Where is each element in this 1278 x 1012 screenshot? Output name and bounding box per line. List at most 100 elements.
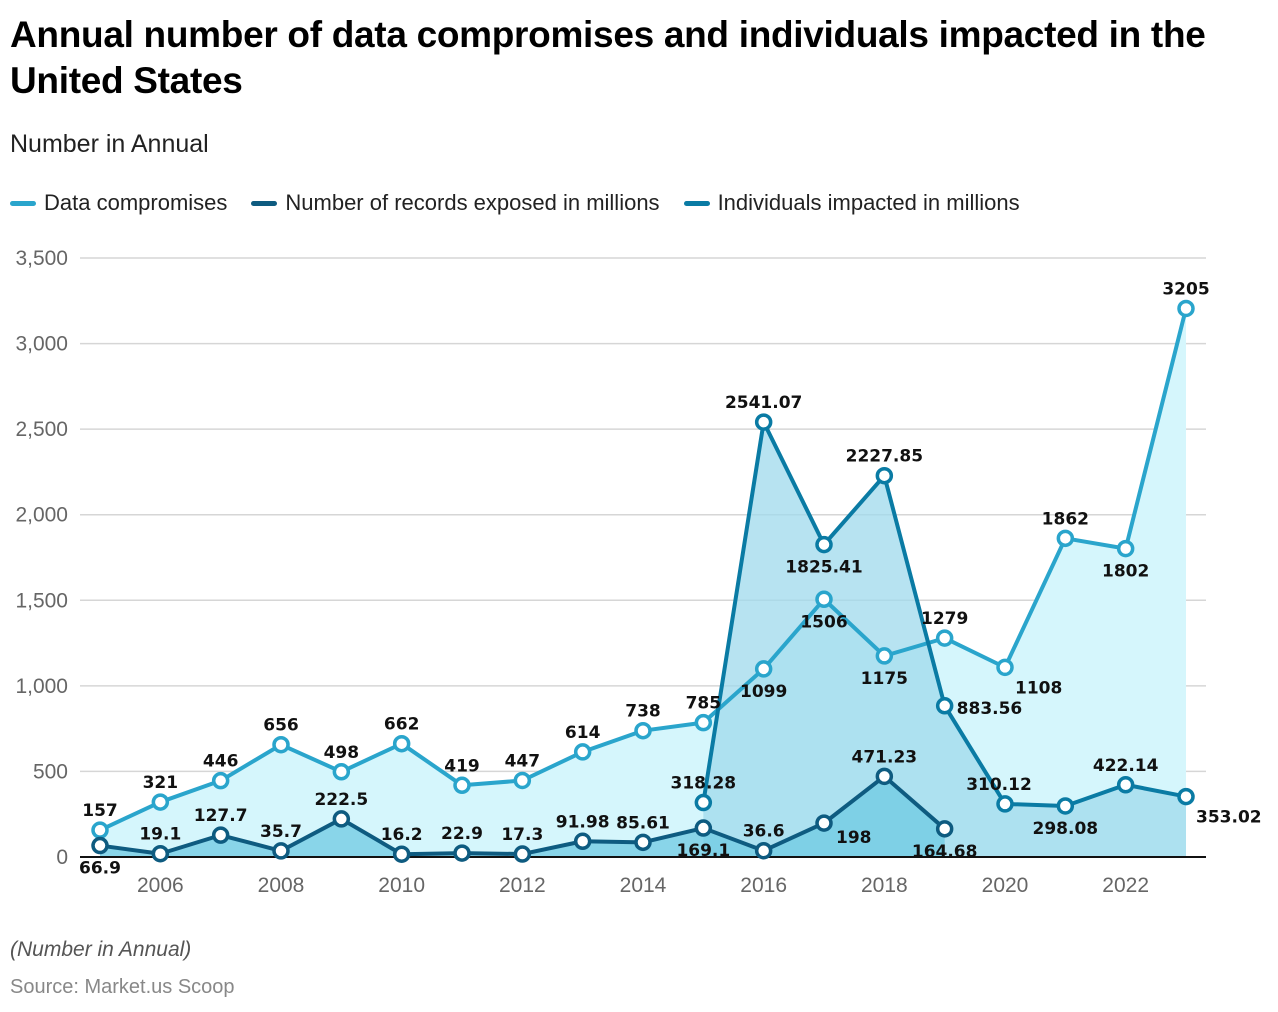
data-point [1056, 529, 1075, 548]
data-point [211, 771, 230, 790]
data-label: 446 [203, 752, 239, 772]
data-point [694, 793, 713, 812]
data-label: 66.9 [79, 859, 121, 879]
data-label: 157 [82, 801, 118, 821]
legend-item-records-exposed[interactable]: Number of records exposed in millions [251, 190, 660, 216]
y-tick-label: 0 [56, 846, 68, 869]
data-point [513, 771, 532, 790]
data-point [573, 832, 592, 851]
y-axis-ticks: 0 500 1,000 1,500 2,000 2,500 3,000 3,500 [15, 247, 68, 869]
legend-label: Individuals impacted in millions [717, 190, 1020, 215]
data-point [91, 821, 109, 839]
data-point [453, 844, 471, 862]
y-tick-label: 1,500 [15, 589, 68, 612]
data-label: 19.1 [139, 825, 181, 845]
data-point [875, 767, 894, 786]
x-tick-label: 2008 [258, 874, 305, 897]
data-point [1177, 299, 1195, 318]
data-label: 419 [444, 756, 480, 776]
data-label: 471.23 [852, 747, 918, 767]
data-point [754, 660, 773, 678]
data-point [1177, 787, 1195, 806]
data-point [151, 844, 170, 863]
data-label: 127.7 [194, 806, 248, 826]
data-point [513, 845, 532, 863]
gridlines [80, 257, 1206, 773]
data-label: 2227.85 [846, 447, 923, 467]
legend-item-data-compromises[interactable]: Data compromises [10, 190, 227, 216]
series-area [703, 422, 1186, 857]
data-point [935, 629, 954, 647]
series-points [91, 299, 1195, 863]
data-point [272, 735, 290, 754]
data-label: 1108 [1015, 678, 1062, 698]
data-label: 16.2 [381, 825, 423, 845]
legend-label: Data compromises [44, 190, 228, 215]
data-point [815, 814, 833, 832]
data-label: 1099 [740, 682, 787, 702]
x-axis-ticks: 2006 2008 2010 2012 2014 2016 2018 2020 2022 [137, 874, 1149, 897]
data-label: 310.12 [966, 775, 1032, 795]
x-tick-label: 2014 [620, 874, 667, 897]
chart-subtitle: Number in Annual [10, 130, 209, 158]
legend-label: Number of records exposed in millions [285, 190, 660, 215]
data-label: 1862 [1042, 509, 1089, 529]
data-label: 36.6 [743, 822, 785, 842]
data-label: 498 [324, 743, 360, 763]
data-point [935, 697, 954, 715]
data-point [875, 647, 894, 665]
data-point [996, 795, 1014, 813]
chart-title: Annual number of data compromises and in… [10, 14, 1206, 101]
data-label: 1175 [861, 669, 908, 689]
data-label: 91.98 [556, 812, 610, 832]
x-tick-label: 2020 [982, 874, 1029, 897]
data-point [1056, 797, 1075, 815]
y-tick-label: 2,500 [15, 418, 68, 441]
y-tick-label: 3,500 [15, 247, 68, 270]
data-label: 198 [836, 828, 872, 848]
legend-item-individuals-impacted[interactable]: Individuals impacted in millions [683, 190, 1020, 216]
data-label: 321 [143, 773, 179, 793]
data-label: 3205 [1162, 279, 1209, 299]
data-label: 318.28 [671, 774, 737, 794]
data-label: 1279 [921, 609, 968, 629]
data-point [694, 819, 713, 837]
data-point [392, 845, 411, 863]
data-point [875, 466, 894, 485]
x-tick-label: 2010 [378, 874, 425, 897]
y-tick-label: 3,000 [15, 333, 68, 356]
data-point [573, 743, 592, 761]
y-tick-label: 500 [33, 760, 68, 783]
data-label: 738 [625, 702, 661, 722]
data-label: 17.3 [501, 825, 543, 845]
data-point [815, 535, 833, 554]
data-point [634, 833, 652, 852]
data-point [694, 713, 713, 732]
y-tick-label: 1,000 [15, 675, 68, 698]
x-tick-label: 2018 [861, 874, 908, 897]
data-point [935, 820, 954, 838]
data-label: 35.7 [260, 822, 302, 842]
data-label: 169.1 [676, 841, 730, 861]
data-label: 2541.07 [725, 393, 802, 413]
y-tick-label: 2,000 [15, 504, 68, 527]
data-labels: 157 321 446 656 498 662 419 447 614 738 785 1099 150… [79, 279, 1262, 878]
data-label: 656 [263, 716, 299, 736]
data-point [1116, 539, 1135, 558]
source-credit: Source: Market.us Scoop [10, 976, 235, 998]
data-label: 222.5 [314, 790, 368, 810]
data-label: 422.14 [1093, 756, 1159, 776]
data-label: 883.56 [957, 699, 1023, 719]
legend-swatch-icon [683, 200, 710, 206]
data-point [1116, 776, 1135, 794]
x-tick-label: 2012 [499, 874, 546, 897]
footnote: (Number in Annual) [10, 938, 192, 961]
data-point [754, 413, 773, 431]
data-point [151, 793, 170, 811]
data-point [754, 841, 773, 860]
data-label: 447 [505, 751, 541, 771]
x-tick-label: 2016 [740, 874, 787, 897]
data-point [634, 721, 652, 740]
data-point [211, 826, 230, 844]
data-label: 85.61 [616, 813, 670, 833]
